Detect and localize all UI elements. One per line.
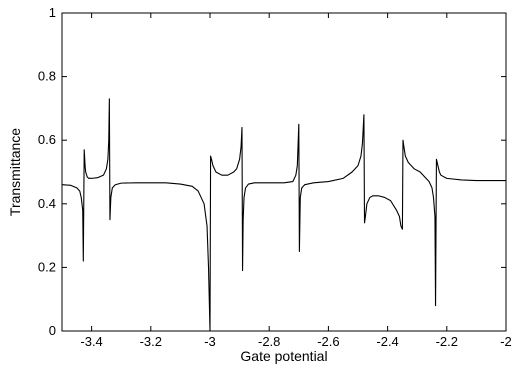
y-axis-label: Transmittance [7, 128, 23, 216]
y-tick-label: 0.2 [38, 259, 56, 274]
y-tick-label: 1 [49, 5, 56, 20]
x-tick-label: -2.8 [258, 334, 280, 349]
y-tick-label: 0.8 [38, 69, 56, 84]
tick-labels: -3.4 -3.2 -3 -2.8 -2.6 -2.4 -2.2 -2 0 0.2 0.4 0.6 0.… [38, 5, 512, 349]
y-tick-label: 0 [49, 323, 56, 338]
x-tick-label: -2.4 [376, 334, 398, 349]
x-tick-label: -2 [500, 334, 512, 349]
tick-marks [62, 12, 507, 332]
x-tick-label: -2.6 [317, 334, 339, 349]
y-tick-label: 0.6 [38, 132, 56, 147]
x-axis-label: Gate potential [240, 348, 327, 364]
x-tick-label: -2.2 [436, 334, 458, 349]
x-tick-label: -3 [204, 334, 216, 349]
x-tick-label: -3.2 [140, 334, 162, 349]
plot-frame [61, 12, 507, 332]
x-tick-label: -3.4 [80, 334, 102, 349]
series-line [61, 98, 506, 332]
y-tick-label: 0.4 [38, 196, 56, 211]
